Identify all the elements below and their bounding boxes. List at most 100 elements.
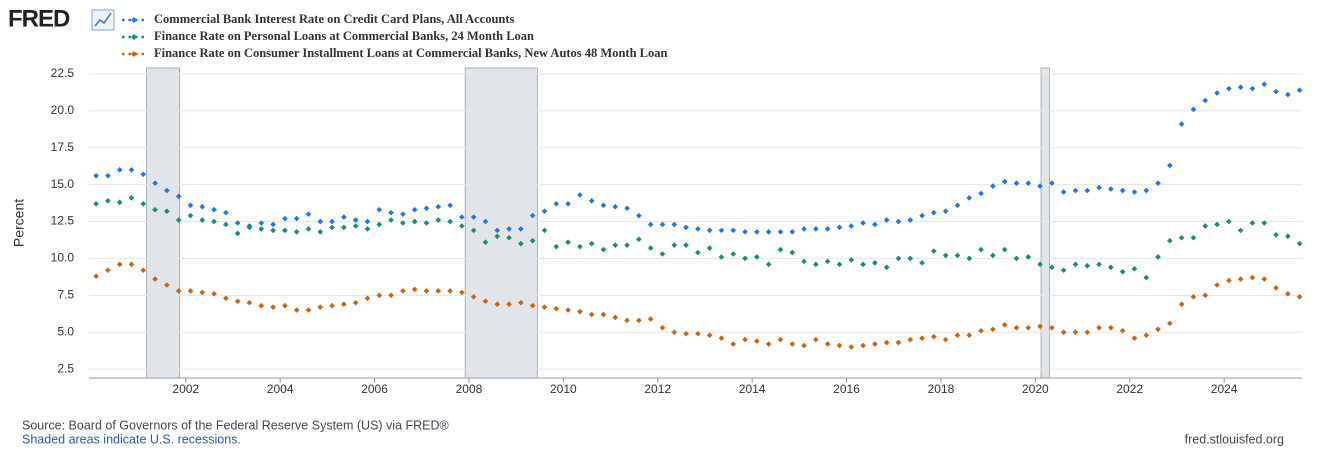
data-point (1190, 106, 1197, 113)
data-point (1202, 292, 1209, 299)
data-point (612, 242, 619, 248)
data-point (494, 233, 501, 240)
x-tick-label: 2014 (739, 382, 766, 396)
data-point (518, 240, 524, 247)
data-point (341, 301, 347, 307)
data-point (695, 226, 701, 232)
x-tick-label: 2006 (361, 382, 388, 396)
data-point (1049, 264, 1055, 271)
data-point (128, 261, 135, 268)
y-tick-label: 17.5 (51, 140, 75, 154)
data-point (447, 288, 453, 294)
data-point (1261, 81, 1268, 88)
data-point (164, 208, 170, 214)
data-point (1214, 90, 1220, 96)
data-point (470, 227, 477, 234)
data-point (282, 227, 288, 234)
data-point (1025, 254, 1032, 260)
y-tick-label: 22.5 (51, 66, 75, 80)
data-point (730, 227, 737, 234)
data-point (105, 172, 111, 179)
x-tick-label: 2020 (1022, 382, 1049, 396)
data-point (801, 226, 807, 232)
data-point (600, 246, 607, 253)
data-point (624, 242, 630, 248)
data-point (246, 224, 253, 231)
data-point (317, 218, 324, 225)
data-point (435, 203, 442, 210)
data-point (801, 258, 807, 265)
data-point (765, 229, 772, 235)
data-point (600, 202, 607, 209)
data-point (730, 251, 737, 257)
y-tick-label: 7.5 (57, 288, 74, 302)
data-point (1226, 277, 1232, 284)
x-tick-label: 2024 (1211, 382, 1238, 396)
data-point (730, 341, 737, 347)
data-point (164, 187, 170, 194)
data-point (577, 308, 583, 315)
data-point (388, 217, 394, 223)
x-tick-label: 2004 (267, 382, 294, 396)
data-point (588, 311, 595, 318)
data-point (671, 221, 678, 228)
data-point (742, 229, 748, 235)
data-point (683, 242, 689, 248)
data-point (1226, 85, 1232, 92)
data-point (1190, 234, 1197, 241)
data-point (1296, 294, 1303, 300)
y-tick-label: 12.5 (51, 214, 75, 228)
data-point (978, 327, 984, 334)
data-point (411, 286, 418, 293)
data-point (860, 342, 866, 349)
data-point (966, 255, 973, 262)
data-point (116, 199, 123, 206)
data-point (1143, 332, 1150, 338)
x-tick-label: 2012 (644, 382, 671, 396)
data-point (152, 206, 158, 213)
data-point (659, 221, 666, 228)
data-point (1249, 85, 1256, 92)
data-point (305, 211, 312, 217)
data-point (742, 255, 748, 262)
data-point (990, 252, 996, 259)
data-point (541, 304, 548, 310)
data-point (1190, 294, 1197, 300)
data-point (423, 288, 430, 294)
data-point (553, 305, 560, 312)
data-point (128, 167, 135, 173)
data-point (270, 304, 276, 310)
data-point (93, 273, 99, 279)
data-point (553, 201, 560, 207)
data-point (305, 307, 312, 313)
legend-label: Finance Rate on Consumer Installment Loa… (154, 46, 668, 60)
data-point (565, 307, 571, 313)
data-point (1060, 267, 1067, 274)
data-point (164, 282, 170, 288)
data-point (234, 230, 241, 237)
data-point (954, 202, 961, 209)
data-point (305, 226, 312, 232)
data-point (187, 202, 194, 209)
data-point (258, 302, 265, 309)
data-point (376, 206, 383, 213)
data-point (187, 212, 194, 219)
y-tick-label: 10.0 (51, 251, 75, 265)
data-point (978, 246, 984, 253)
data-point (848, 344, 855, 350)
data-point (860, 261, 866, 268)
data-point (683, 224, 689, 231)
data-point (754, 254, 760, 260)
data-point (506, 226, 512, 232)
legend-marker (131, 51, 137, 57)
data-point (1237, 227, 1244, 234)
data-point (824, 258, 831, 265)
data-point (1131, 265, 1138, 272)
data-point (1084, 263, 1091, 269)
data-point (1025, 325, 1032, 331)
data-point (1214, 221, 1220, 228)
data-point (140, 267, 147, 274)
legend-marker (131, 34, 137, 40)
data-point (565, 201, 571, 207)
data-point (105, 267, 111, 274)
